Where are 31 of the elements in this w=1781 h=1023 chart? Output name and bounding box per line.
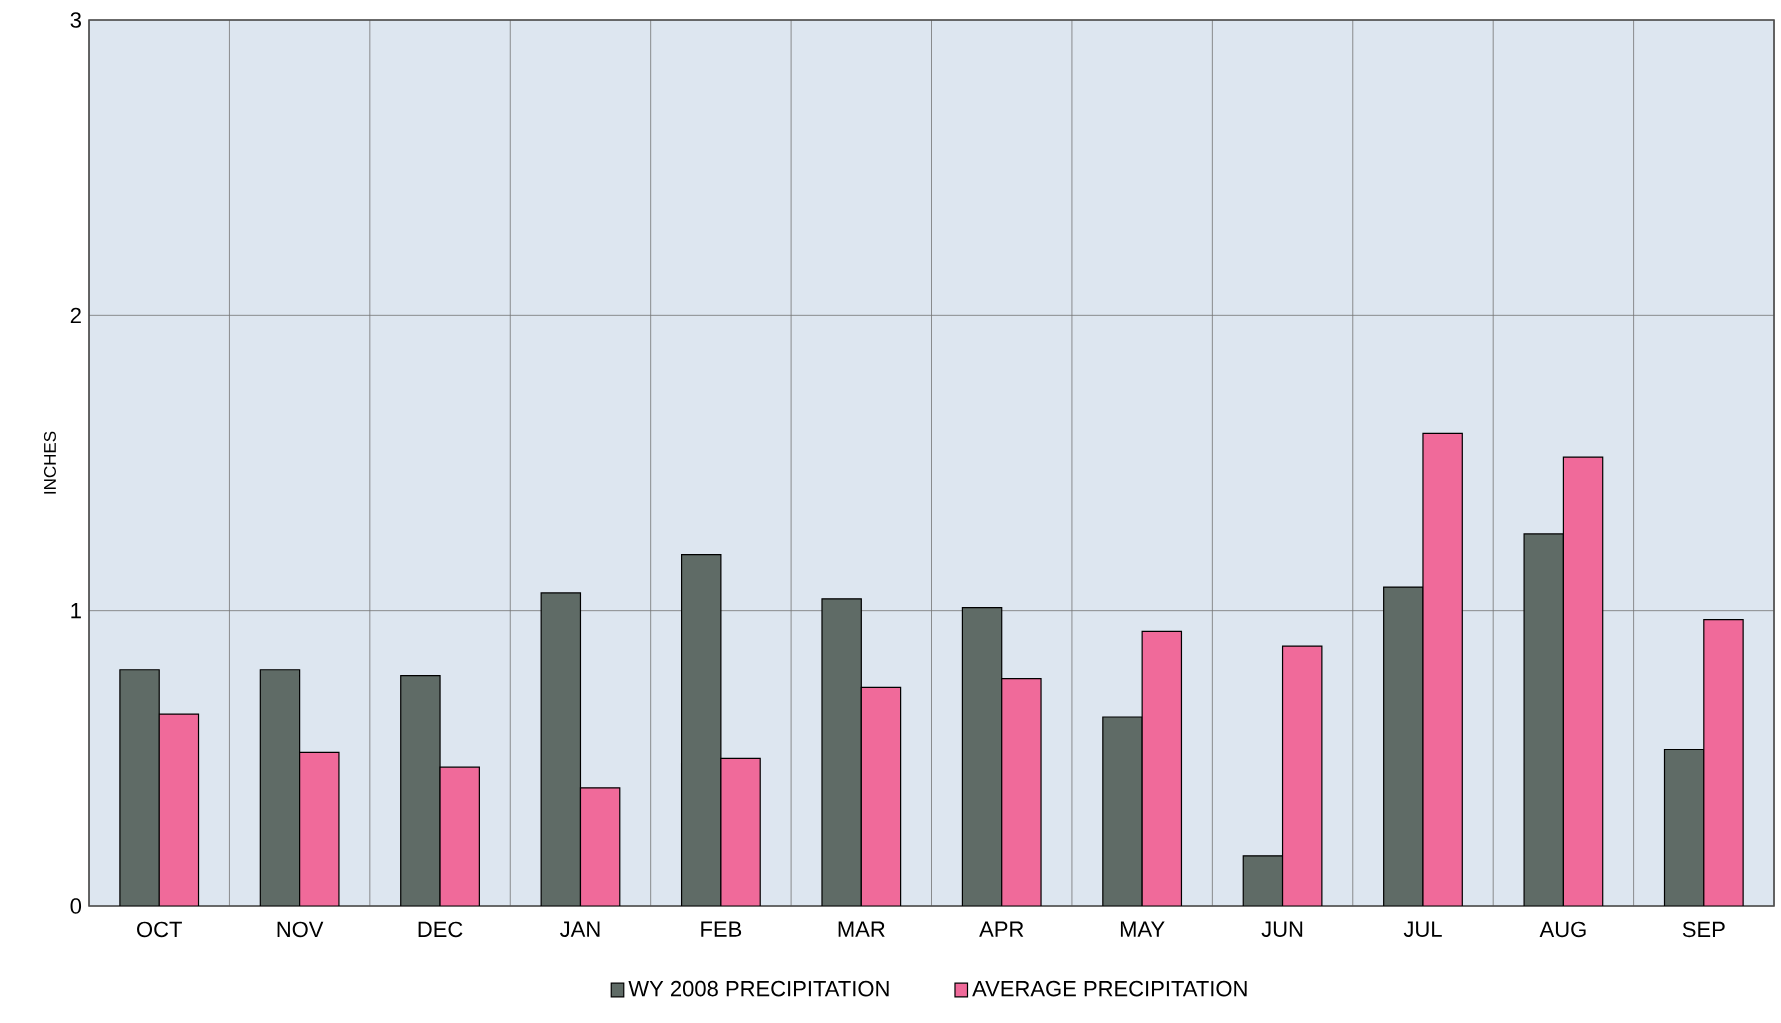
x-tick-label: MAR [838,921,885,937]
legend-label: WY 2008 PRECIPITATION [628,980,889,997]
bar [1663,748,1705,906]
x-tick-label: MAY [1120,921,1165,937]
bar [1242,855,1284,906]
x-tick-label: JAN [560,921,600,937]
x-tick-label: APR [979,921,1024,937]
bar [1523,533,1564,906]
bar [400,675,441,906]
y-axis-title: INCHES [43,431,56,494]
y-tick-label: 1 [71,603,81,619]
x-tick-label: NOV [277,921,324,938]
y-tick-label: 0 [70,898,82,914]
bar [1383,586,1424,906]
x-tick-label: JUL [1403,921,1442,937]
bar [540,592,582,906]
bar [680,553,722,906]
x-tick-label: FEB [701,921,742,937]
legend-label: AVERAGE PRECIPITATION [972,980,1247,997]
bar [961,607,1003,906]
x-tick-label: DEC [418,921,463,938]
bar [1102,716,1143,906]
y-tick-label: 3 [70,12,81,28]
bar [821,598,862,906]
y-tick-label: 2 [70,307,81,324]
x-tick-label: JUN [1261,921,1303,937]
x-tick-label: OCT [137,921,182,938]
bar [119,669,160,906]
x-tick-label: SEP [1682,921,1725,938]
x-tick-label: AUG [1539,921,1586,938]
bar [259,669,301,906]
